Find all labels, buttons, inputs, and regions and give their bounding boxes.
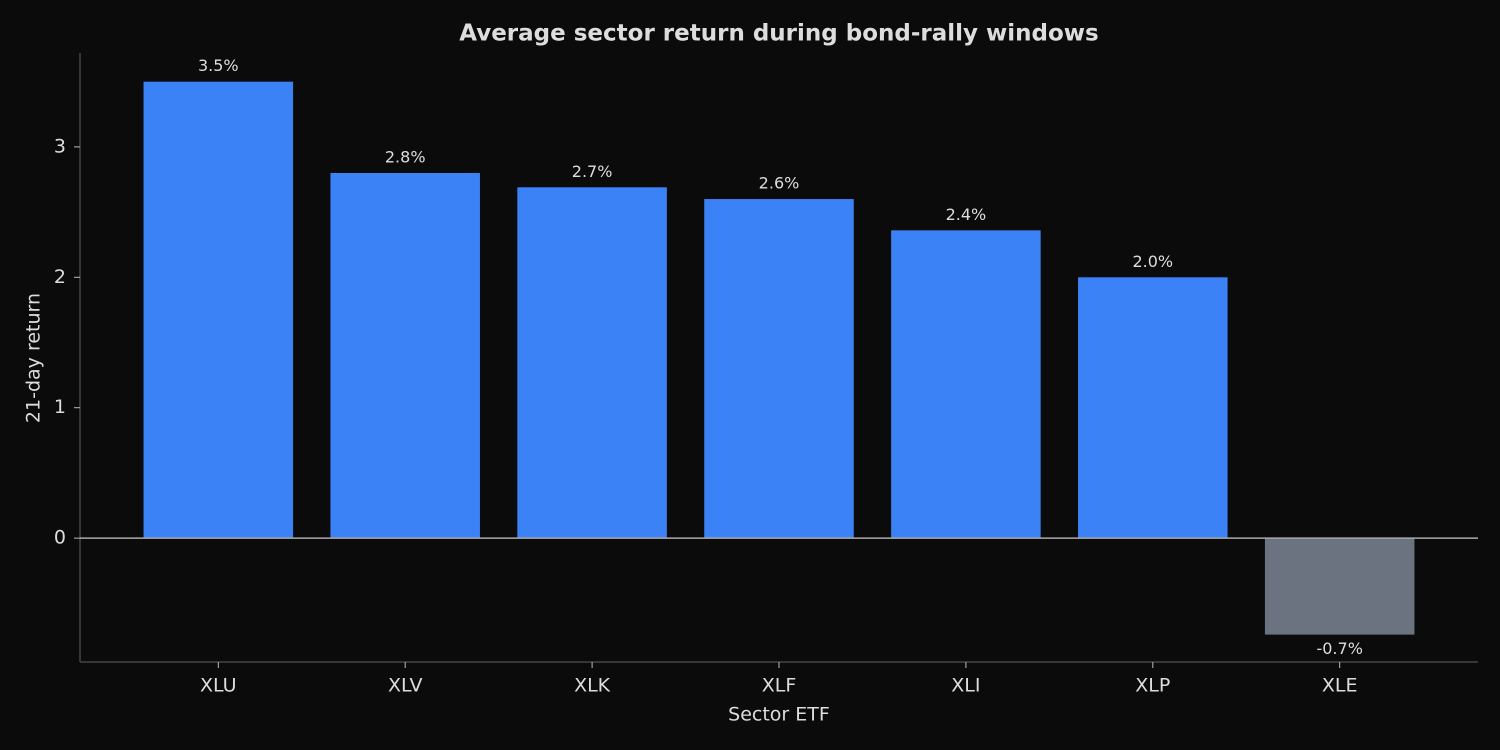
value-label: 2.7% [572, 162, 613, 181]
bar [1078, 277, 1228, 539]
value-label: 3.5% [198, 56, 239, 75]
value-label: 2.8% [385, 147, 426, 166]
value-label: -0.7% [1316, 639, 1362, 658]
bar [891, 230, 1041, 539]
x-tick-label: XLF [762, 675, 797, 697]
y-tick-label: 3 [54, 135, 66, 157]
bar [143, 81, 294, 539]
y-axis-label: 21-day return [23, 293, 45, 423]
x-tick-label: XLE [1322, 675, 1358, 697]
x-tick-label: XLU [200, 675, 237, 697]
x-tick-label: XLI [951, 675, 980, 697]
value-label: 2.4% [946, 205, 987, 224]
bar [704, 199, 854, 539]
value-label: 2.0% [1132, 252, 1173, 271]
y-tick-label: 0 [54, 527, 66, 549]
y-tick-label: 2 [54, 266, 66, 288]
chart-title: Average sector return during bond-rally … [459, 21, 1099, 47]
bar [1264, 538, 1415, 635]
bar [517, 187, 667, 539]
x-axis-label: Sector ETF [728, 704, 830, 726]
bar [330, 172, 480, 539]
x-tick-label: XLP [1135, 675, 1170, 697]
y-tick-label: 1 [54, 396, 66, 418]
x-tick-label: XLV [388, 675, 423, 697]
x-tick-label: XLK [574, 675, 611, 697]
value-label: 2.6% [759, 174, 800, 193]
